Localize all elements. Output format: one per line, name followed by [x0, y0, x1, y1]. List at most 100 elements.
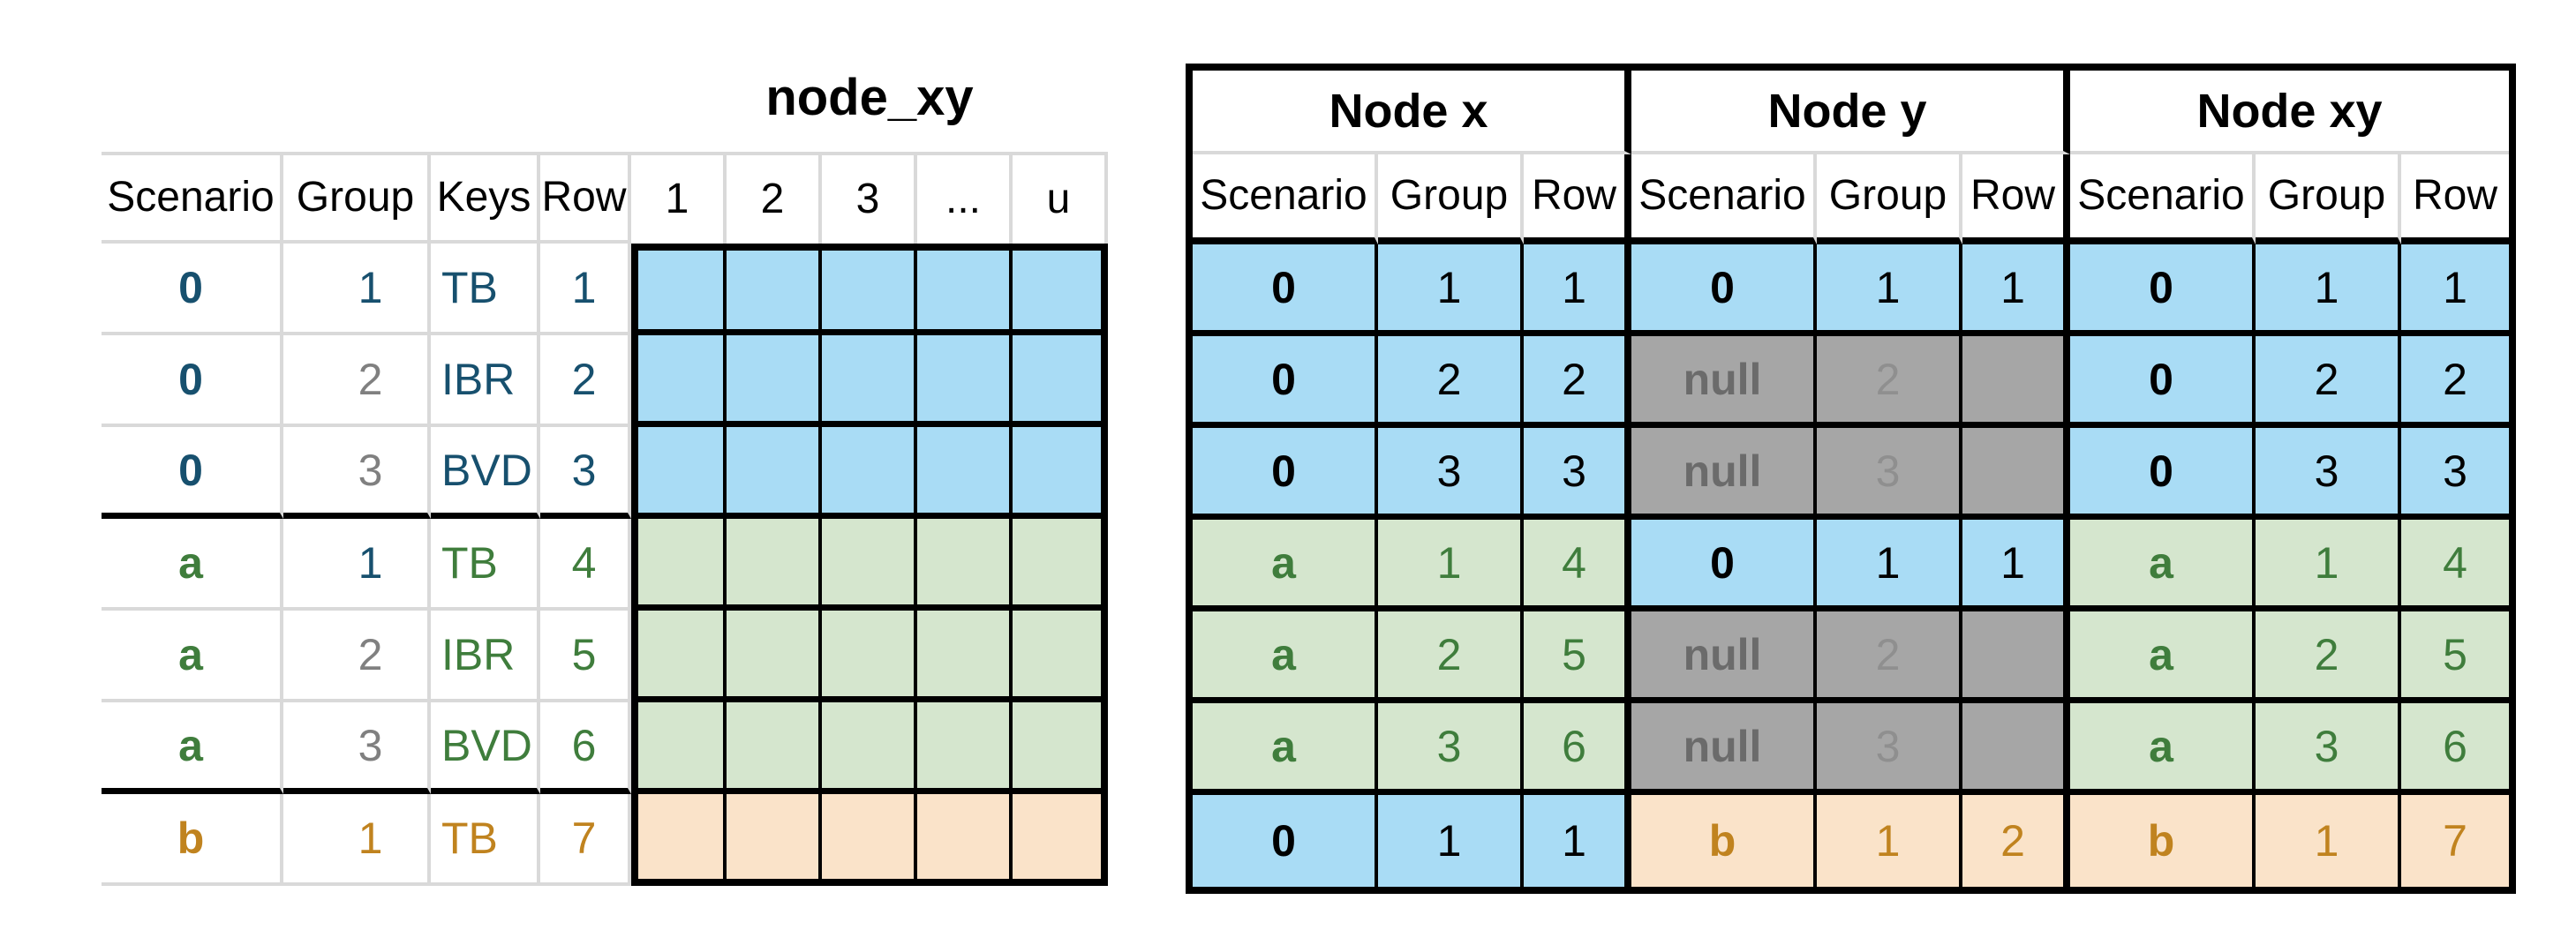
matrix-cell	[822, 427, 917, 519]
group-cell: 1	[1817, 244, 1962, 336]
group-cell: 2	[1378, 336, 1524, 428]
matrix-cell	[917, 519, 1013, 611]
scenario-cell: a	[102, 611, 283, 702]
group-cell: 3	[1378, 703, 1524, 795]
column-header-scenario: Scenario	[1193, 154, 1378, 244]
matrix-cell	[631, 702, 727, 794]
group-cell: 2	[1817, 336, 1962, 428]
row-number-cell: 5	[1524, 611, 1631, 703]
matrix-column-header: u	[1013, 152, 1108, 244]
matrix-cell	[822, 244, 917, 335]
matrix-cell	[917, 794, 1013, 886]
scenario-cell: 0	[1631, 520, 1817, 611]
keys-cell: TB	[431, 794, 540, 886]
group-cell: 3	[283, 427, 431, 519]
row-number-cell: 4	[2401, 520, 2509, 611]
matrix-cell	[727, 427, 822, 519]
matrix-cell	[822, 794, 917, 886]
matrix-cell	[917, 244, 1013, 335]
scenario-cell: a	[1193, 520, 1378, 611]
scenario-cell: 0	[2070, 428, 2256, 520]
row-number-cell: 3	[540, 427, 631, 519]
matrix-cell	[631, 244, 727, 335]
group-cell: 1	[1817, 520, 1962, 611]
scenario-cell: 0	[2070, 336, 2256, 428]
row-number-cell: 2	[2401, 336, 2509, 428]
keys-cell: TB	[431, 519, 540, 611]
scenario-cell: 0	[102, 244, 283, 335]
column-header-row: Row	[1962, 154, 2070, 244]
row-number-cell: 5	[2401, 611, 2509, 703]
row-number-cell: 7	[2401, 795, 2509, 887]
matrix-cell	[1013, 611, 1108, 702]
row-number-cell: 1	[1524, 244, 1631, 336]
matrix-cell	[917, 427, 1013, 519]
row-number-cell: 1	[1524, 795, 1631, 887]
column-header-group: Group	[1378, 154, 1524, 244]
group-cell: 2	[1378, 611, 1524, 703]
row-number-cell	[1962, 336, 2070, 428]
matrix-cell	[1013, 244, 1108, 335]
keys-cell: IBR	[431, 335, 540, 427]
column-header-row: Row	[2401, 154, 2509, 244]
group-cell: 3	[2256, 703, 2401, 795]
scenario-cell: b	[2070, 795, 2256, 887]
row-number-cell: 4	[1524, 520, 1631, 611]
section-title-node-x: Node x	[1193, 71, 1631, 154]
scenario-cell: 0	[1193, 336, 1378, 428]
matrix-cell	[822, 519, 917, 611]
matrix-cell	[727, 519, 822, 611]
matrix-column-header: ...	[917, 152, 1013, 244]
scenario-cell: null	[1631, 703, 1817, 795]
matrix-cell	[727, 335, 822, 427]
column-header-scenario: Scenario	[102, 152, 283, 244]
matrix-cell	[631, 335, 727, 427]
group-cell: 2	[2256, 611, 2401, 703]
column-header-scenario: Scenario	[2070, 154, 2256, 244]
row-number-cell: 2	[540, 335, 631, 427]
group-cell: 2	[1817, 611, 1962, 703]
scenario-cell: a	[1193, 611, 1378, 703]
matrix-cell	[631, 794, 727, 886]
scenario-cell: null	[1631, 611, 1817, 703]
row-number-cell: 1	[1962, 244, 2070, 336]
scenario-cell: 0	[1631, 244, 1817, 336]
matrix-cell	[727, 794, 822, 886]
matrix-cell	[822, 611, 917, 702]
row-number-cell: 7	[540, 794, 631, 886]
matrix-cell	[727, 611, 822, 702]
node-join-result-tables: Node x Node y Node xy Scenario Group Row Scena…	[1186, 64, 2516, 894]
group-cell: 1	[1378, 795, 1524, 887]
group-cell: 2	[283, 611, 431, 702]
row-number-cell: 2	[1962, 795, 2070, 887]
matrix-cell	[1013, 794, 1108, 886]
row-number-cell: 4	[540, 519, 631, 611]
group-cell: 3	[2256, 428, 2401, 520]
matrix-cell	[1013, 702, 1108, 794]
row-number-cell: 3	[1524, 428, 1631, 520]
column-header-keys: Keys	[431, 152, 540, 244]
row-number-cell	[1962, 611, 2070, 703]
matrix-cell	[1013, 335, 1108, 427]
matrix-cell	[727, 244, 822, 335]
matrix-cell	[631, 427, 727, 519]
column-header-row: Row	[540, 152, 631, 244]
scenario-cell: a	[2070, 611, 2256, 703]
keys-cell: BVD	[431, 702, 540, 794]
group-cell: 1	[1817, 795, 1962, 887]
left-table-title: node_xy	[765, 68, 974, 126]
scenario-cell: 0	[102, 427, 283, 519]
scenario-cell: b	[1631, 795, 1817, 887]
scenario-cell: 0	[2070, 244, 2256, 336]
matrix-column-header: 3	[822, 152, 917, 244]
row-number-cell: 6	[540, 702, 631, 794]
matrix-cell	[727, 702, 822, 794]
group-cell: 2	[2256, 336, 2401, 428]
column-header-row: Row	[1524, 154, 1631, 244]
scenario-cell: a	[102, 519, 283, 611]
column-header-scenario: Scenario	[1631, 154, 1817, 244]
group-cell: 3	[1378, 428, 1524, 520]
matrix-column-header: 1	[631, 152, 727, 244]
matrix-cell	[822, 702, 917, 794]
matrix-cell	[917, 702, 1013, 794]
